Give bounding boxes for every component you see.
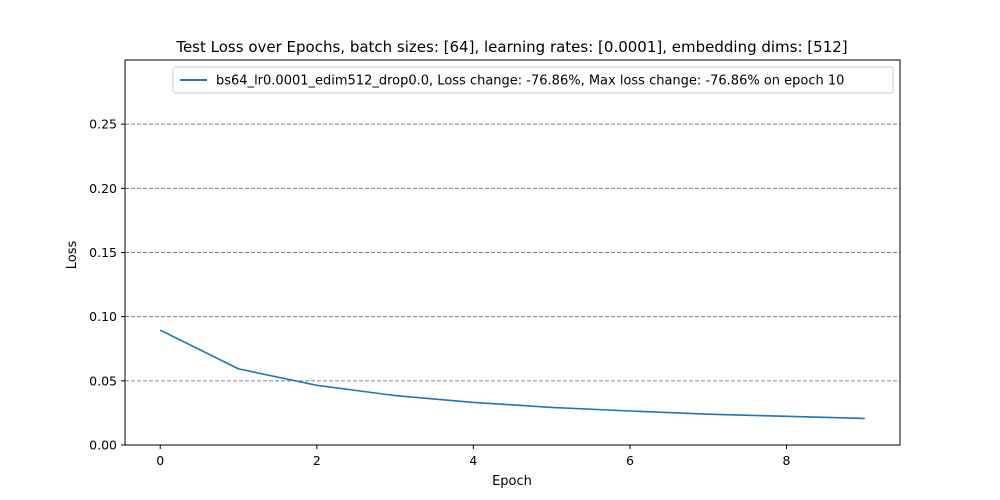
legend: bs64_lr0.0001_edim512_drop0.0, Loss chan…: [172, 66, 894, 94]
y-axis-ticks: 0.00 0.05 0.10 0.15 0.20 0.25: [89, 117, 125, 453]
y-axis-label: Loss: [65, 241, 80, 270]
gridlines: [125, 123, 900, 382]
y-tick-label: 0.15: [89, 245, 117, 260]
x-tick-label: 0: [156, 453, 164, 468]
legend-label: bs64_lr0.0001_edim512_drop0.0, Loss chan…: [216, 74, 844, 89]
x-axis-ticks: 0 2 4 6 8: [156, 445, 791, 468]
legend-box: [172, 66, 894, 94]
y-tick-label: 0.25: [89, 117, 117, 132]
series-line: [159, 329, 865, 420]
y-tick-label: 0.00: [89, 438, 117, 453]
series-layer: [159, 329, 865, 420]
y-tick-label: 0.05: [89, 373, 117, 388]
x-axis-label: Epoch: [492, 474, 532, 489]
x-tick-label: 4: [469, 453, 477, 468]
x-tick-label: 6: [626, 453, 634, 468]
y-tick-label: 0.10: [89, 309, 117, 324]
x-tick-label: 8: [783, 453, 791, 468]
y-tick-label: 0.20: [89, 181, 117, 196]
x-tick-label: 2: [313, 453, 321, 468]
chart-title: Test Loss over Epochs, batch sizes: [64]…: [175, 38, 847, 56]
